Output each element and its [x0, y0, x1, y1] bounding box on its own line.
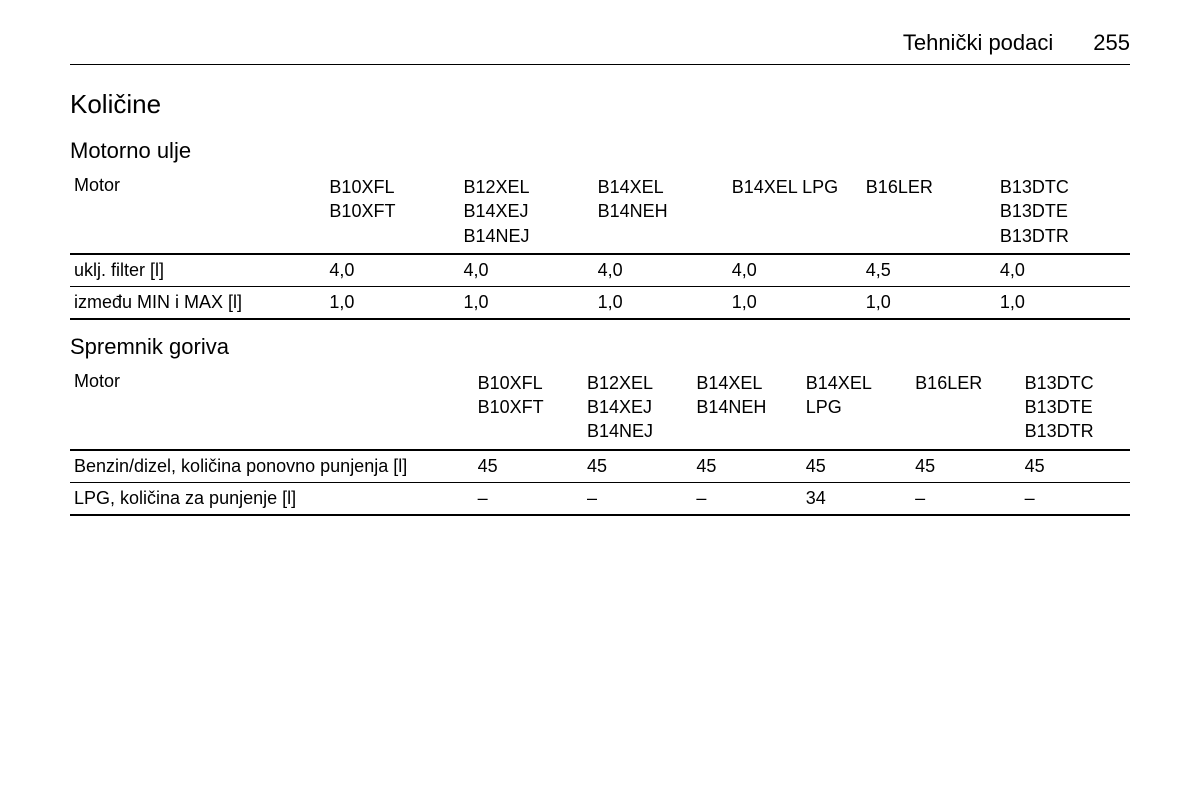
page-number: 255 [1093, 30, 1130, 56]
cell: 45 [692, 450, 801, 483]
table-header-row: Motor B10XFL B10XFT B12XEL B14XEJ B14NEJ… [70, 366, 1130, 450]
table-row: LPG, količina za punjenje [l] – – – 34 –… [70, 482, 1130, 515]
column-header: B10XFL B10XFT [474, 366, 583, 450]
column-header: B12XEL B14XEJ B14NEJ [583, 366, 692, 450]
table-row: Benzin/dizel, količina ponovno punjenja … [70, 450, 1130, 483]
cell: – [1021, 482, 1130, 515]
cell: 1,0 [594, 286, 728, 319]
table1-subheading: Motorno ulje [70, 138, 1130, 164]
row-header-label: Motor [70, 170, 325, 254]
column-header: B12XEL B14XEJ B14NEJ [460, 170, 594, 254]
cell: 45 [474, 450, 583, 483]
column-header: B14XEL LPG [728, 170, 862, 254]
column-header: B14XEL B14NEH [594, 170, 728, 254]
cell: 45 [583, 450, 692, 483]
cell: 1,0 [728, 286, 862, 319]
cell: – [911, 482, 1020, 515]
cell: – [474, 482, 583, 515]
cell: 34 [802, 482, 911, 515]
cell: 1,0 [996, 286, 1130, 319]
main-heading: Količine [70, 89, 1130, 120]
column-header: B14XEL B14NEH [692, 366, 801, 450]
column-header: B14XEL LPG [802, 366, 911, 450]
row-label: Benzin/dizel, količina ponovno punjenja … [70, 450, 474, 483]
cell: 4,0 [325, 254, 459, 287]
cell: – [583, 482, 692, 515]
cell: 45 [1021, 450, 1130, 483]
cell: 1,0 [460, 286, 594, 319]
column-header: B13DTC B13DTE B13DTR [996, 170, 1130, 254]
column-header: B13DTC B13DTE B13DTR [1021, 366, 1130, 450]
table-header-row: Motor B10XFL B10XFT B12XEL B14XEJ B14NEJ… [70, 170, 1130, 254]
column-header: B16LER [862, 170, 996, 254]
section-title: Tehnički podaci [903, 30, 1053, 56]
page-header: Tehnički podaci 255 [70, 30, 1130, 65]
cell: – [692, 482, 801, 515]
row-label: LPG, količina za punjenje [l] [70, 482, 474, 515]
column-header: B10XFL B10XFT [325, 170, 459, 254]
cell: 1,0 [862, 286, 996, 319]
cell: 4,0 [460, 254, 594, 287]
row-label: između MIN i MAX [l] [70, 286, 325, 319]
cell: 4,5 [862, 254, 996, 287]
cell: 1,0 [325, 286, 459, 319]
cell: 4,0 [996, 254, 1130, 287]
cell: 45 [802, 450, 911, 483]
table-row: između MIN i MAX [l] 1,0 1,0 1,0 1,0 1,0… [70, 286, 1130, 319]
cell: 4,0 [728, 254, 862, 287]
table2-subheading: Spremnik goriva [70, 334, 1130, 360]
fuel-tank-table: Motor B10XFL B10XFT B12XEL B14XEJ B14NEJ… [70, 366, 1130, 516]
column-header: B16LER [911, 366, 1020, 450]
cell: 45 [911, 450, 1020, 483]
engine-oil-table: Motor B10XFL B10XFT B12XEL B14XEJ B14NEJ… [70, 170, 1130, 320]
row-header-label: Motor [70, 366, 474, 450]
cell: 4,0 [594, 254, 728, 287]
table-row: uklj. filter [l] 4,0 4,0 4,0 4,0 4,5 4,0 [70, 254, 1130, 287]
row-label: uklj. filter [l] [70, 254, 325, 287]
